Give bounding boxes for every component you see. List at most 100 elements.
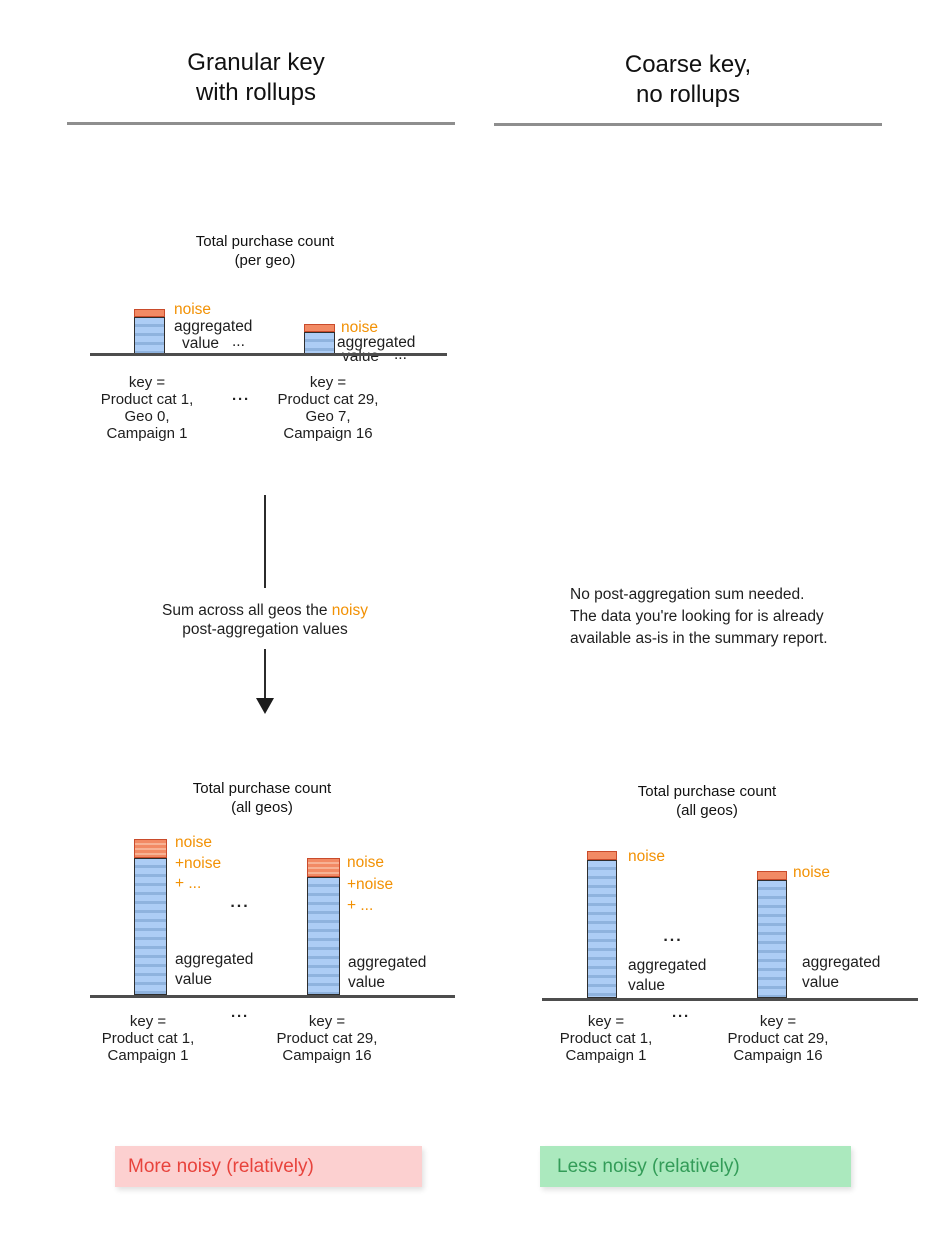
key-line: Product cat 29, [727,1030,829,1047]
key-line: key = [587,1013,625,1030]
key-label: key = Product cat 1, Campaign 1 [73,1013,223,1064]
key-label: key = Product cat 1, Geo 0, Campaign 1 [72,374,222,442]
ellipsis: ··· [231,1008,249,1025]
noise-label: noise [175,834,213,851]
axis-baseline [90,353,447,356]
flow-arrow-lower-segment [264,649,266,699]
aggregated-label: aggregated [802,954,881,971]
column-title-right-line2: no rollups [635,81,741,108]
key-line: Product cat 29, [276,1030,378,1047]
aggregated-value-bar [304,332,335,354]
key-line: Campaign 16 [282,1047,372,1064]
column-rule-right [494,123,882,126]
arrow-label-line2: post-aggregation values [182,621,348,638]
key-line: Geo 7, [305,408,351,425]
key-line: Product cat 1, [101,1030,195,1047]
value-label: value [175,971,213,988]
key-line: Product cat 1, [559,1030,653,1047]
noise-label: noise [347,854,385,871]
aggregated-label: aggregated [337,334,416,351]
noise-cap-bar [587,851,617,860]
arrow-label-text: Sum across all geos the [162,602,332,619]
badge-less-noisy: Less noisy (relatively) [540,1146,851,1187]
chart-title-line1: Total purchase count [637,783,777,800]
arrow-label-highlight: noisy [331,602,368,619]
key-line: Campaign 1 [565,1047,647,1064]
flow-arrow-upper-segment [264,495,266,588]
chart-title-per-geo-line1: Total purchase count [195,233,335,250]
noise-label: +noise [175,855,222,872]
stacked-noise-cap-bar [307,858,340,877]
noise-label: + ... [175,875,202,892]
noise-label: + ... [347,897,374,914]
chart-title-line2: (all geos) [676,802,738,819]
column-title-left-line1: Granular key [187,49,325,76]
key-line: key = [308,1013,346,1030]
chart-title-line2: (all geos) [231,799,293,816]
note-line: No post-aggregation sum needed. [570,586,805,603]
ellipsis: ... [663,928,683,945]
chart-title-all-geos-right: Total purchase count (all geos) [557,782,857,820]
key-line: key = [759,1013,797,1030]
key-label: key = Product cat 1, Campaign 1 [531,1013,681,1064]
value-label: value [802,974,840,991]
column-title-right: Coarse key, no rollups [538,50,838,110]
noise-cap-bar [134,309,165,317]
chart-title-line1: Total purchase count [192,780,332,797]
chart-title-per-geo-line2: (per geo) [234,252,296,269]
key-line: key = [309,374,347,391]
axis-baseline [542,998,918,1001]
noise-cap-bar [304,324,335,332]
key-line: Campaign 16 [733,1047,823,1064]
ellipsis: ... [230,894,250,911]
aggregated-value-bar [134,858,167,995]
chart-title-per-geo: Total purchase count (per geo) [115,232,415,270]
note-text: No post-aggregation sum needed. The data… [570,584,910,650]
column-title-left-line2: with rollups [195,79,317,106]
noise-cap-bar [757,871,787,880]
arrow-head-icon [256,698,274,714]
badge-less-noisy-text: Less noisy (relatively) [557,1155,740,1177]
key-line: Campaign 1 [106,425,188,442]
key-line: Campaign 1 [107,1047,189,1064]
noise-label: noise [341,319,379,336]
noise-label: +noise [347,876,394,893]
noise-label: noise [628,848,666,865]
ellipsis: ··· [232,391,250,408]
note-line: The data you're looking for is already [570,608,824,625]
aggregated-label: aggregated [174,318,253,335]
note-line: available as-is in the summary report. [570,630,828,647]
aggregated-value-bar [307,877,340,995]
noise-label: noise [174,301,212,318]
stacked-noise-cap-bar [134,839,167,858]
value-label: value [628,977,666,994]
key-line: key = [128,374,166,391]
key-label: key = Product cat 29, Geo 7, Campaign 16 [253,374,403,442]
key-label: key = Product cat 29, Campaign 16 [252,1013,402,1064]
value-label: value [342,348,380,365]
key-line: Geo 0, [124,408,170,425]
ellipsis: ··· [672,1008,690,1025]
key-label: key = Product cat 29, Campaign 16 [703,1013,853,1064]
key-line: Campaign 16 [283,425,373,442]
axis-baseline [90,995,455,998]
key-line: Product cat 29, [277,391,379,408]
aggregated-label: aggregated [628,957,707,974]
column-title-right-line1: Coarse key, [624,51,752,78]
badge-more-noisy: More noisy (relatively) [115,1146,422,1187]
badge-more-noisy-text: More noisy (relatively) [128,1155,314,1177]
noise-label: noise [793,864,831,881]
column-rule-left [67,122,455,125]
value-label: value [182,335,220,352]
column-title-left: Granular key with rollups [106,48,406,108]
value-label: value [348,974,386,991]
aggregated-label: aggregated [348,954,427,971]
key-line: key = [129,1013,167,1030]
aggregated-value-bar [134,317,165,354]
arrow-label: Sum across all geos the noisy post-aggre… [110,601,420,639]
key-line: Product cat 1, [100,391,194,408]
aggregated-value-bar [757,880,787,998]
aggregated-label: aggregated [175,951,254,968]
aggregated-value-bar [587,860,617,998]
